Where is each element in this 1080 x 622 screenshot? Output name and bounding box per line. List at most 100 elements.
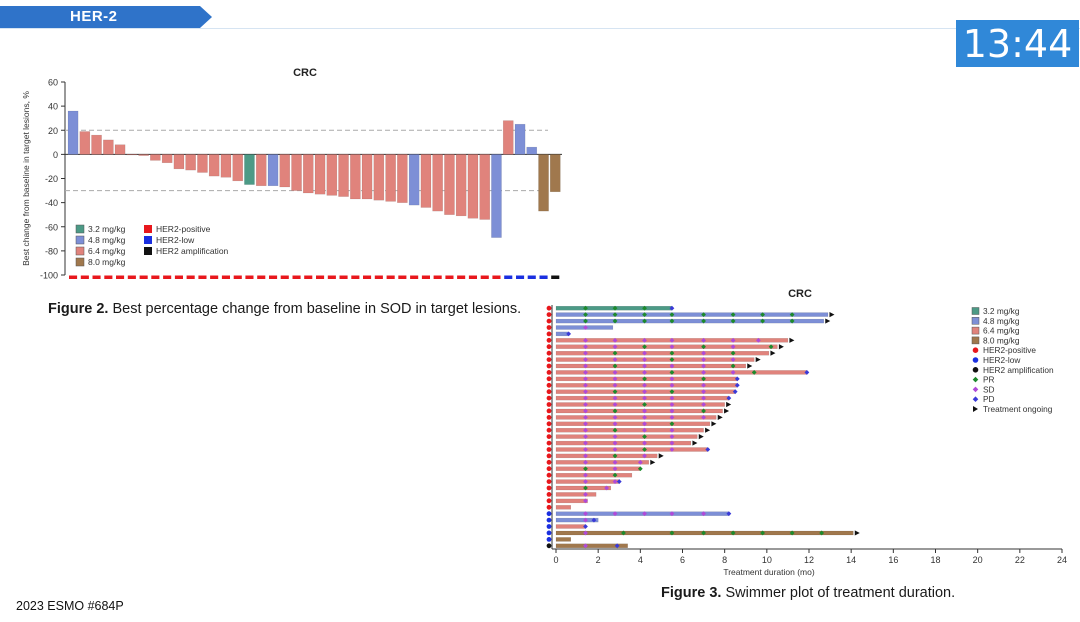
y-tick-label: -40 (45, 198, 58, 208)
sd-marker (669, 376, 675, 382)
y-tick-label: 40 (48, 102, 58, 112)
waterfall-bar (185, 154, 196, 171)
sd-marker (583, 414, 588, 420)
her2-status-marker (457, 275, 466, 279)
waterfall-bar (291, 154, 302, 191)
figure3-caption-label: Figure 3. (661, 585, 722, 601)
x-tick-label: 12 (804, 555, 814, 565)
swimmer-lane-bar (555, 350, 770, 356)
lane-her2-dot (546, 485, 552, 491)
pr-marker (701, 376, 706, 382)
waterfall-bar (361, 154, 373, 200)
sd-marker (701, 363, 706, 369)
ongoing-arrow (650, 459, 656, 465)
legend-label: 6.4 mg/kg (88, 246, 126, 256)
sd-marker (583, 447, 588, 452)
pd-marker (614, 543, 620, 549)
ongoing-arrow (829, 312, 835, 318)
citation: 2023 ESMO #684P (16, 599, 124, 613)
lane-her2-dot (546, 389, 552, 395)
legend-swatch (971, 336, 980, 345)
lane-her2-dot (546, 350, 552, 356)
swimmer-lane-bar (555, 460, 650, 465)
lane-her2-dot (546, 459, 552, 465)
legend-swatch (972, 396, 979, 402)
her2-status-marker (174, 275, 183, 279)
legend-swatch (75, 257, 85, 267)
her2-status-marker (410, 275, 419, 279)
legend-swatch (971, 326, 980, 335)
swimmer-lane-bar (555, 543, 628, 548)
ongoing-arrow (778, 344, 784, 350)
her2-status-marker (80, 275, 89, 279)
her2-status-marker (292, 275, 301, 279)
y-tick-label: -60 (45, 222, 58, 232)
pr-marker (669, 370, 675, 375)
pr-marker (583, 318, 588, 324)
sd-marker (642, 440, 647, 446)
lane-her2-dot (546, 498, 552, 504)
pd-marker (583, 524, 588, 529)
legend-label: 6.4 mg/kg (983, 326, 1020, 336)
lane-her2-dot (546, 524, 552, 529)
sd-marker (612, 421, 618, 427)
legend-swatch (971, 317, 980, 325)
ongoing-arrow (698, 434, 704, 440)
swimmer-lane-bar (555, 537, 572, 542)
legend-swatch (971, 307, 980, 315)
waterfall-bar (150, 154, 161, 161)
x-tick-label: 18 (930, 555, 940, 565)
swimmer-lane-bar (555, 318, 824, 324)
lane-her2-dot (546, 427, 552, 433)
pr-marker (642, 344, 647, 350)
lane-her2-dot (546, 453, 552, 459)
sd-marker (583, 517, 588, 523)
x-axis-label: Treatment duration (mo) (723, 567, 814, 577)
waterfall-bar (91, 134, 102, 155)
x-tick-label: 16 (888, 555, 898, 565)
pr-marker (642, 402, 647, 407)
pr-marker (768, 344, 774, 350)
lane-her2-dot (546, 517, 552, 523)
sd-marker (583, 325, 588, 330)
header-divider (0, 28, 1080, 29)
waterfall-bar (326, 154, 338, 196)
sd-marker (642, 395, 647, 401)
her2-status-marker (116, 275, 125, 279)
pr-marker (583, 312, 588, 318)
legend-label: 4.8 mg/kg (983, 316, 1020, 326)
pr-marker (730, 318, 736, 324)
ongoing-arrow (789, 337, 795, 343)
y-axis-label: Best change from baseline in target lesi… (21, 91, 31, 266)
y-tick-label: 0 (53, 150, 58, 160)
legend-swatch (972, 347, 979, 353)
legend-label: HER2 amplification (983, 365, 1054, 375)
ongoing-arrow (770, 350, 776, 356)
lane-her2-dot (546, 415, 552, 420)
sd-marker (612, 434, 618, 440)
sd-marker (669, 337, 675, 343)
pr-marker (730, 363, 736, 369)
pr-marker (701, 530, 706, 536)
sd-marker (583, 363, 588, 369)
sd-marker (642, 363, 647, 369)
her2-status-marker (433, 275, 442, 279)
lane-her2-dot (546, 305, 552, 311)
waterfall-bar (397, 154, 408, 203)
sd-marker (669, 440, 675, 446)
her2-status-marker (445, 275, 454, 279)
sd-marker (701, 370, 706, 375)
waterfall-bar (255, 154, 267, 187)
ongoing-arrow (692, 440, 698, 446)
sd-marker (583, 479, 588, 484)
pr-marker (612, 389, 618, 395)
her2-status-marker (551, 275, 560, 279)
waterfall-bar (538, 154, 549, 212)
waterfall-bar (173, 154, 185, 170)
sd-marker (669, 402, 675, 407)
sd-marker (583, 498, 588, 504)
waterfall-bar (232, 154, 244, 182)
legend-swatch (973, 406, 978, 412)
y-tick-label: -100 (40, 271, 58, 281)
sd-marker (583, 440, 588, 446)
